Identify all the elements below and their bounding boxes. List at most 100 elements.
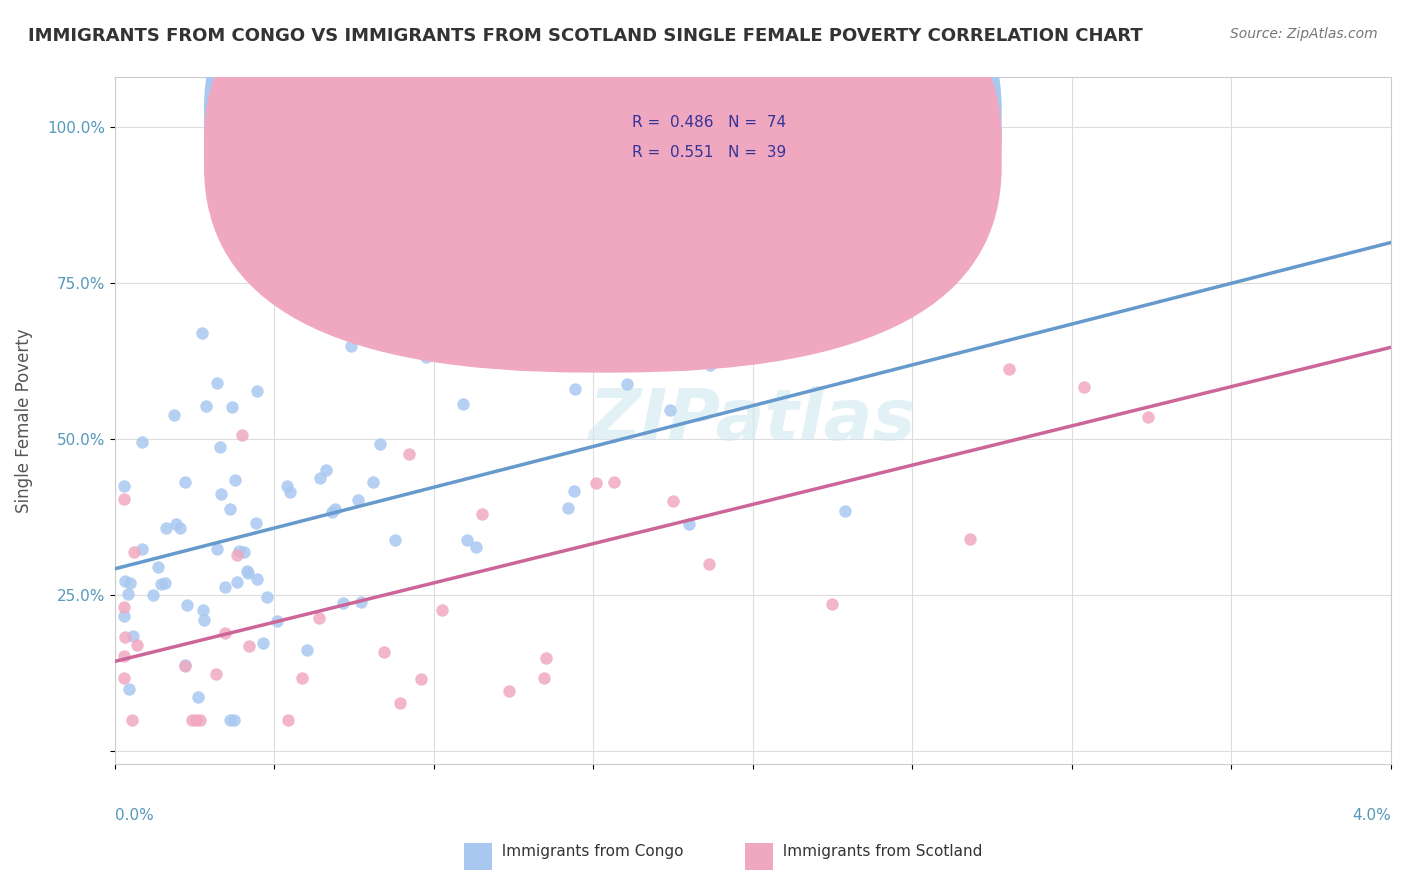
Text: IMMIGRANTS FROM CONGO VS IMMIGRANTS FROM SCOTLAND SINGLE FEMALE POVERTY CORRELAT: IMMIGRANTS FROM CONGO VS IMMIGRANTS FROM…	[28, 27, 1143, 45]
Point	[118, 575, 141, 590]
Point	[112, 599, 135, 614]
Point	[169, 521, 191, 535]
Point	[148, 559, 170, 574]
Point	[142, 588, 165, 602]
Point	[536, 651, 558, 665]
Point	[308, 470, 330, 484]
Point	[256, 590, 278, 604]
Point	[228, 544, 250, 558]
Point	[122, 545, 145, 559]
Point	[998, 361, 1021, 376]
Point	[398, 447, 420, 461]
Point	[430, 602, 453, 616]
Point	[384, 533, 406, 548]
Point	[373, 645, 395, 659]
Point	[149, 577, 172, 591]
Point	[226, 574, 249, 589]
Point	[205, 541, 228, 556]
Point	[181, 713, 204, 727]
Point	[153, 576, 176, 591]
Point	[224, 473, 246, 487]
Point	[174, 659, 197, 673]
FancyBboxPatch shape	[204, 0, 1001, 342]
Point	[411, 673, 433, 687]
Point	[471, 507, 494, 521]
Point	[131, 435, 153, 450]
Point	[246, 573, 269, 587]
Text: 4.0%: 4.0%	[1353, 808, 1391, 823]
Point	[188, 713, 211, 727]
Point	[745, 314, 768, 328]
Point	[174, 475, 197, 490]
Text: 0.0%: 0.0%	[115, 808, 153, 823]
Point	[214, 626, 236, 640]
Point	[321, 504, 343, 518]
Point	[155, 521, 177, 535]
Point	[118, 681, 141, 696]
Point	[323, 501, 346, 516]
Point	[464, 540, 486, 554]
Point	[394, 330, 416, 344]
Point	[112, 479, 135, 493]
Point	[363, 475, 385, 490]
Y-axis label: Single Female Poverty: Single Female Poverty	[15, 328, 32, 513]
Point	[117, 587, 139, 601]
Point	[699, 358, 721, 372]
Point	[564, 383, 586, 397]
Point	[297, 642, 319, 657]
FancyBboxPatch shape	[204, 0, 1001, 373]
Point	[166, 517, 188, 532]
Point	[122, 629, 145, 643]
Point	[340, 339, 363, 353]
Point	[209, 487, 232, 501]
FancyBboxPatch shape	[555, 115, 938, 211]
Point	[252, 635, 274, 649]
Point	[562, 484, 585, 499]
Point	[245, 516, 267, 531]
Point	[1136, 410, 1159, 425]
Point	[347, 493, 370, 508]
Text: R =  0.551   N =  39: R = 0.551 N = 39	[631, 145, 786, 161]
Point	[245, 384, 267, 398]
Point	[678, 516, 700, 531]
Point	[278, 484, 301, 499]
Point	[834, 504, 856, 518]
Point	[127, 638, 149, 652]
Point	[174, 657, 197, 672]
Point	[662, 493, 685, 508]
Point	[121, 713, 143, 727]
Point	[332, 596, 354, 610]
Point	[219, 502, 242, 516]
Text: Source: ZipAtlas.com: Source: ZipAtlas.com	[1230, 27, 1378, 41]
Point	[193, 603, 215, 617]
Point	[193, 614, 215, 628]
Text: Immigrants from Congo: Immigrants from Congo	[492, 845, 683, 859]
Point	[1073, 380, 1095, 394]
Point	[114, 574, 136, 589]
Point	[214, 580, 236, 594]
Point	[236, 564, 259, 578]
Point	[415, 351, 437, 365]
Text: ZIPatlas: ZIPatlas	[589, 386, 917, 455]
Point	[112, 609, 135, 624]
Point	[221, 400, 243, 414]
Point	[226, 548, 249, 562]
Point	[114, 630, 136, 644]
Point	[533, 671, 555, 685]
Point	[176, 598, 198, 612]
Point	[184, 713, 207, 727]
Point	[163, 408, 186, 422]
Point	[277, 713, 299, 727]
Point	[195, 399, 218, 413]
Point	[276, 478, 298, 492]
Point	[451, 397, 474, 411]
Point	[131, 542, 153, 557]
Point	[498, 683, 520, 698]
Point	[231, 428, 253, 442]
Point	[350, 595, 373, 609]
Point	[218, 713, 240, 727]
Point	[697, 557, 720, 571]
Point	[112, 671, 135, 685]
Point	[603, 475, 626, 489]
Point	[389, 696, 412, 710]
